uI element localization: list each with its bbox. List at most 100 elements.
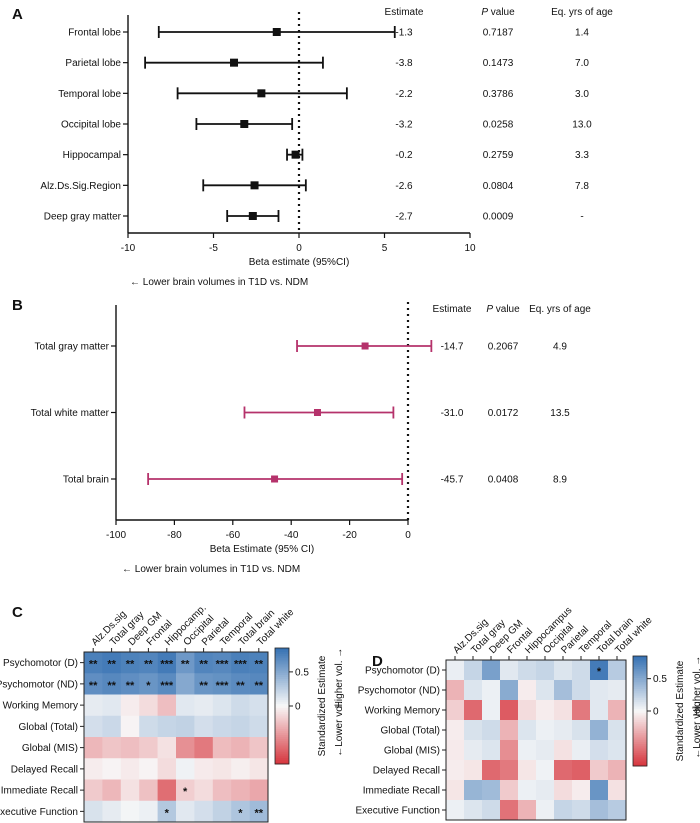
heatmap-d-cell — [554, 780, 573, 801]
heatmap-c-cell — [120, 652, 140, 674]
heatmap-c-cell — [157, 800, 177, 823]
forest-a-point-estimate — [250, 181, 259, 190]
heatmap-c-cell — [212, 737, 232, 759]
heatmap-d-colorbar-step — [633, 733, 647, 736]
heatmap-c-cell — [139, 715, 158, 738]
heatmap-c-colorbar-step — [275, 653, 289, 657]
heatmap-d-cell — [608, 740, 627, 761]
heatmap-d-cell — [482, 700, 501, 721]
forest-a-x-tick-label: 0 — [296, 243, 302, 254]
heatmap-d-cell — [482, 720, 501, 741]
heatmap-d-cell — [608, 660, 627, 681]
heatmap-d-colorbar-step — [633, 714, 647, 717]
heatmap-d-colorbar-step — [633, 731, 647, 734]
heatmap-d-colorbar-step — [633, 701, 647, 705]
heatmap-d-cell — [464, 800, 483, 821]
heatmap-c-colorbar-step — [275, 719, 289, 722]
heatmap-d-cell — [500, 760, 519, 781]
heatmap-d-row-label: Executive Function — [356, 806, 441, 817]
heatmap-d-colorbar-step — [633, 661, 647, 664]
heatmap-c-cell — [212, 694, 232, 717]
heatmap-c-significance-star: ** — [236, 680, 245, 692]
heatmap-d-cell — [446, 720, 465, 741]
heatmap-c-cell — [120, 715, 140, 738]
heatmap-c-colorbar-step — [275, 733, 289, 736]
heatmap-d-colorbar-step — [633, 758, 647, 761]
heatmap-c-cell — [139, 737, 158, 759]
heatmap-d-cell — [500, 780, 519, 801]
heatmap-c-colorbar-step — [275, 738, 289, 742]
heatmap-c-significance-star: ** — [255, 680, 264, 692]
heatmap-c-row-label: Global (MIS) — [22, 743, 78, 754]
heatmap-c-colorbar-step — [275, 740, 289, 744]
heatmap-d-cell — [572, 720, 591, 741]
heatmap-c-cell — [102, 694, 122, 717]
forest-a-p-value: 0.0009 — [483, 212, 514, 223]
heatmap-d-cell — [536, 720, 555, 741]
heatmap-c-colorbar-step — [275, 684, 289, 688]
heatmap-c-cell — [176, 758, 195, 780]
heatmap-d-cell — [590, 760, 609, 781]
forest-b-eq-years-value: 4.9 — [553, 342, 567, 353]
heatmap-d-cell — [536, 740, 555, 761]
heatmap-c-significance-star: *** — [234, 659, 248, 671]
heatmap-d-row-label: Immediate Recall — [363, 786, 440, 797]
heatmap-c-cell — [231, 673, 250, 695]
forest-a-p-value: 0.0804 — [483, 181, 514, 192]
forest-a-p-value: 0.7187 — [483, 28, 514, 39]
forest-a-x-tick-label: 10 — [464, 243, 476, 254]
heatmap-c-higher-volume-note: Higher vol. → — [334, 648, 345, 709]
heatmap-d-colorbar-step — [633, 745, 647, 749]
forest-a-estimate-value: -2.7 — [395, 212, 413, 223]
heatmap-c-cell — [212, 715, 232, 738]
heatmap-c-cell — [194, 652, 214, 674]
heatmap-d-colorbar-step — [633, 689, 647, 692]
heatmap-c-significance-star: ** — [181, 659, 190, 671]
heatmap-c-cell — [139, 652, 158, 674]
heatmap-c-cell — [249, 694, 269, 717]
heatmap-d-cell — [446, 680, 465, 701]
heatmap-d-colorbar-step — [633, 755, 647, 758]
heatmap-d-colorbar-step — [633, 698, 647, 701]
forest-a-category-label: Alz.Ds.Sig.Region — [40, 181, 121, 192]
forest-a-p-value: 0.0258 — [483, 120, 514, 131]
forest-a-eq-years-value: - — [580, 212, 583, 223]
heatmap-c-colorbar-step — [275, 671, 289, 674]
heatmap-d-colorbar-step — [633, 707, 647, 710]
heatmap-c-colorbar-step — [275, 709, 289, 713]
heatmap-d-cell — [590, 680, 609, 701]
heatmap-c-colorbar-step — [275, 723, 289, 726]
heatmap-d-cell — [536, 680, 555, 701]
forest-a-direction-note: ← Lower brain volumes in T1D vs. NDM — [130, 277, 308, 288]
heatmap-d-higher-volume-note: Higher vol. → — [692, 656, 700, 717]
heatmap-c-colorbar-step — [275, 677, 289, 680]
heatmap-c-cell — [176, 737, 195, 759]
forest-a-x-tick-label: 5 — [382, 243, 388, 254]
heatmap-c-row-label: Immediate Recall — [1, 786, 78, 797]
heatmap-c-significance-star: ** — [89, 680, 98, 692]
heatmap-c-colorbar-step — [275, 756, 289, 759]
heatmap-d-cell — [608, 720, 627, 741]
forest-b-col-header: Estimate — [433, 304, 472, 315]
heatmap-c-cell — [176, 715, 195, 738]
heatmap-c-cell — [249, 779, 269, 802]
heatmap-d-colorbar-step — [633, 751, 647, 754]
heatmap-d-colorbar-step — [633, 729, 647, 732]
heatmap-d-cell — [590, 780, 609, 801]
forest-a-estimate-value: -3.2 — [395, 120, 413, 131]
forest-b-eq-years-value: 8.9 — [553, 475, 567, 486]
heatmap-c-cell — [231, 652, 250, 674]
heatmap-d-colorbar-step — [633, 687, 647, 690]
forest-b-point-estimate — [271, 475, 279, 483]
heatmap-d-cell — [590, 740, 609, 761]
heatmap-d-colorbar-step — [633, 736, 647, 739]
forest-a-p-value: 0.1473 — [483, 58, 514, 69]
heatmap-d-colorbar-step — [633, 674, 647, 677]
heatmap-d-cell — [608, 680, 627, 701]
heatmap-c-colorbar-step — [275, 686, 289, 689]
heatmap-d-cell — [518, 700, 537, 721]
heatmap-c-colorbar-step — [275, 694, 289, 697]
forest-a-p-value: 0.3786 — [483, 89, 514, 100]
heatmap-c-colorbar-step — [275, 715, 289, 718]
forest-a-eq-years-value: 3.3 — [575, 150, 589, 161]
